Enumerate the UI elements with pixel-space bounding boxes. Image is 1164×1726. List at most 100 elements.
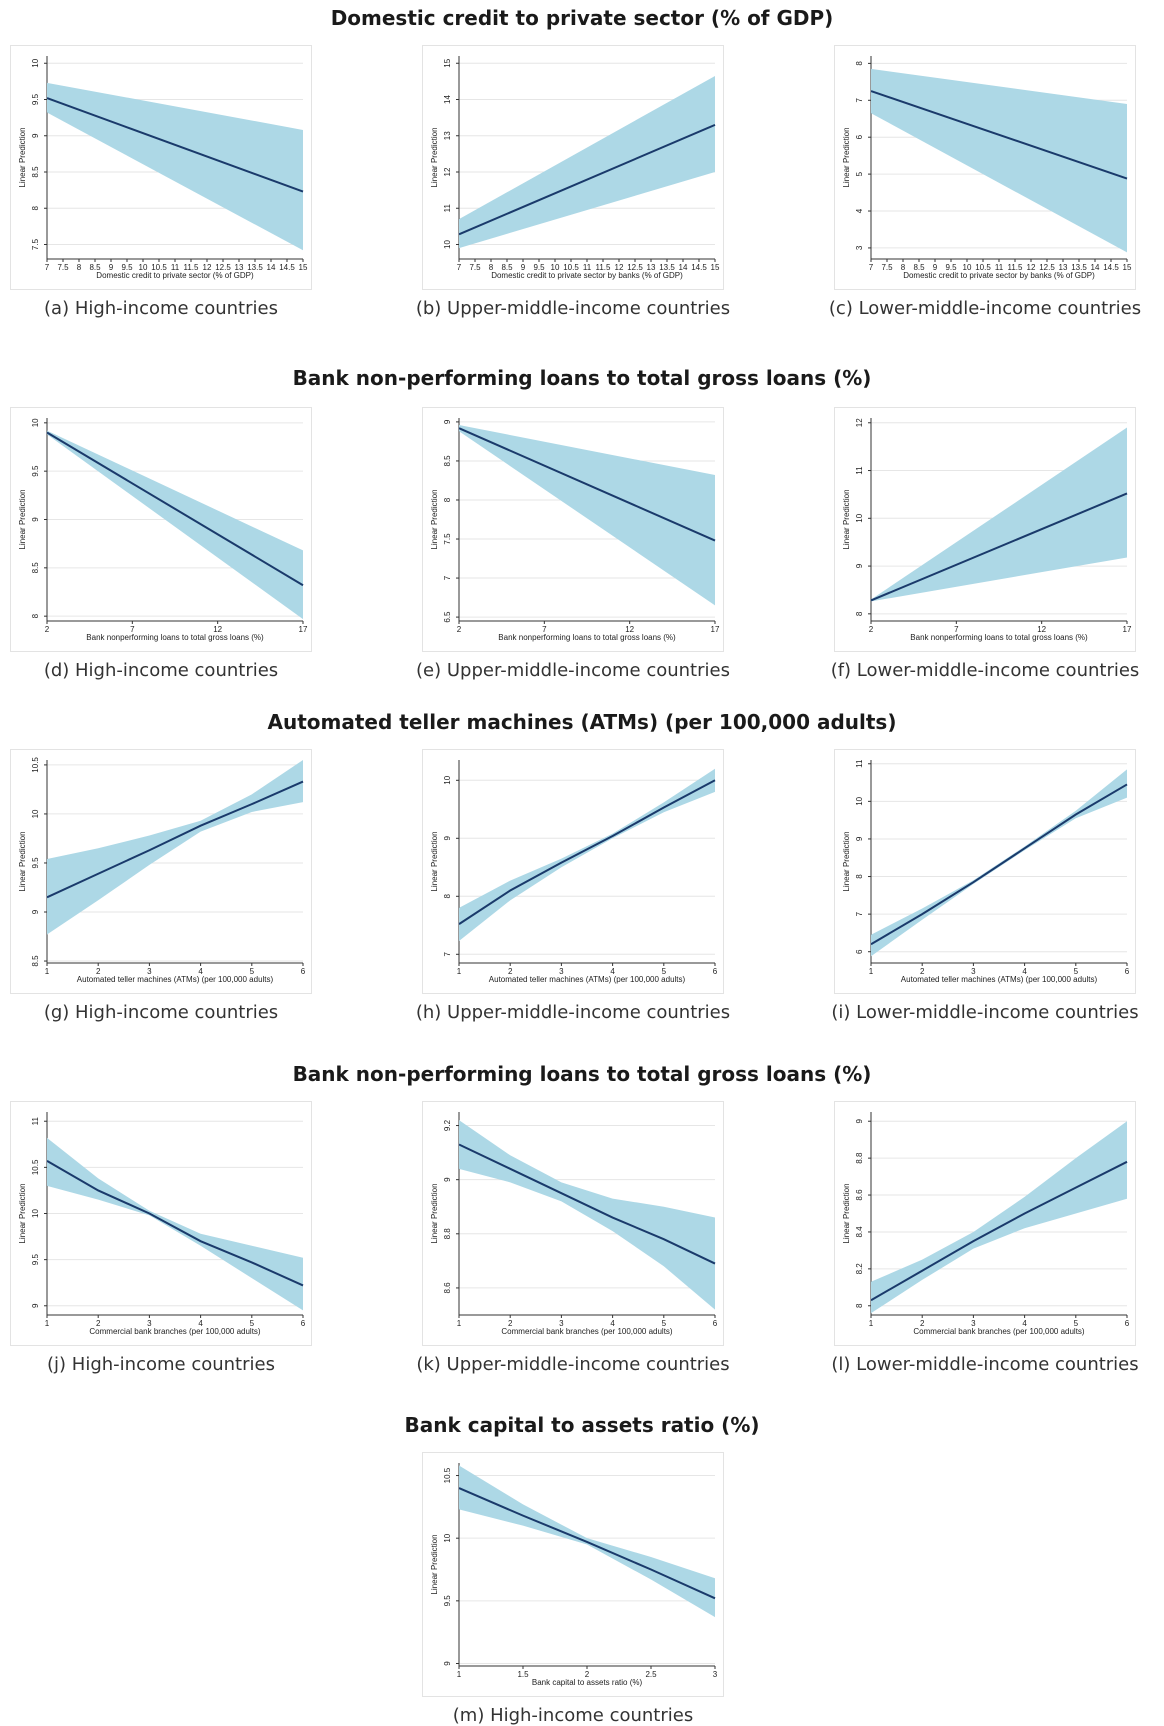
- x-tick-label: 12: [203, 263, 212, 272]
- x-tick-label: 10.5: [151, 263, 167, 272]
- x-tick-label: 15: [1123, 263, 1132, 272]
- x-tick-label: 14.5: [1103, 263, 1119, 272]
- x-tick-label: 13.5: [247, 263, 263, 272]
- x-tick-label: 8: [901, 263, 906, 272]
- x-tick-label: 4: [1022, 1319, 1027, 1328]
- y-tick-label: 6: [855, 134, 864, 139]
- y-tick-label: 6: [855, 949, 864, 954]
- x-axis-label: Domestic credit to private sector by ban…: [903, 271, 1095, 280]
- chart-panel-k: 8.6 8.8 9 9.2 1 2 3 4 5 6 Commercial bank branches…: [422, 1101, 724, 1346]
- x-tick-label: 11.5: [1008, 263, 1024, 272]
- y-tick-label: 9.5: [443, 1595, 452, 1607]
- prediction-line: [870, 492, 1128, 602]
- x-tick-label: 1: [869, 967, 874, 976]
- x-tick-label: 5: [250, 967, 255, 976]
- x-tick-label: 13.5: [659, 263, 675, 272]
- x-tick-label: 8: [489, 263, 494, 272]
- y-axis-label: Linear Prediction: [842, 489, 851, 549]
- x-tick-label: 14: [267, 263, 276, 272]
- x-tick-label: 17: [1123, 625, 1132, 634]
- chart-svg-f: 8 9 10 11 12 2 7 12 17 Bank nonperforming loans t…: [842, 418, 1132, 642]
- y-tick-label: 9: [855, 1118, 864, 1123]
- x-tick-label: 12.5: [627, 263, 643, 272]
- x-tick-label: 1: [457, 1670, 462, 1679]
- x-tick-label: 2: [508, 967, 513, 976]
- x-tick-label: 2: [920, 1319, 925, 1328]
- x-tick-label: 12.5: [1039, 263, 1055, 272]
- chart-caption-j: (j) High-income countries: [47, 1354, 275, 1375]
- chart-caption-l: (l) Lower-middle-income countries: [831, 1354, 1139, 1375]
- confidence-band: [459, 425, 715, 606]
- x-tick-label: 11: [171, 263, 180, 272]
- y-tick-label: 9: [31, 909, 40, 914]
- x-tick-label: 5: [1074, 967, 1079, 976]
- prediction-line: [458, 123, 716, 236]
- y-tick-label: 13: [443, 131, 452, 140]
- y-tick-label: 8: [855, 611, 864, 616]
- chart-caption-a: (a) High-income countries: [44, 298, 278, 319]
- x-tick-label: 10: [139, 263, 148, 272]
- x-tick-label: 11: [995, 263, 1004, 272]
- x-tick-label: 7.5: [881, 263, 893, 272]
- x-tick-label: 13: [1059, 263, 1068, 272]
- x-tick-label: 12: [213, 625, 222, 634]
- chart-caption-d: (d) High-income countries: [43, 660, 279, 681]
- x-axis-label: Domestic credit to private sector by ban…: [491, 271, 683, 280]
- y-axis-label: Linear Prediction: [430, 489, 439, 549]
- x-axis-label: Automated teller machines (ATMs) (per 10…: [901, 975, 1098, 984]
- x-tick-label: 11.5: [596, 263, 612, 272]
- prediction-line: [46, 431, 304, 587]
- x-axis-label: Domestic credit to private sector (% of …: [96, 271, 254, 280]
- prediction-line: [458, 427, 716, 542]
- y-tick-label: 8: [443, 894, 452, 899]
- chart-panel-e: 6.5 7 7.5 8 8.5 9 2 7 12 17 Bank nonperforming loa…: [422, 407, 724, 652]
- x-tick-label: 14: [1091, 263, 1100, 272]
- prediction-line: [46, 780, 304, 899]
- confidence-band: [871, 68, 1127, 253]
- x-axis-label: Commercial bank branches (per 100,000 ad…: [89, 1327, 261, 1336]
- x-axis-label: Bank capital to assets ratio (%): [532, 1678, 643, 1687]
- y-tick-label: 8.6: [443, 1282, 452, 1294]
- chart-panel-d: 8 8.5 9 9.5 10 2 7 12 17 Bank nonperforming loans…: [10, 407, 312, 652]
- y-tick-label: 9: [31, 133, 40, 138]
- x-tick-label: 17: [299, 625, 308, 634]
- x-tick-label: 14: [679, 263, 688, 272]
- x-tick-label: 11.5: [184, 263, 200, 272]
- x-tick-label: 3: [559, 967, 564, 976]
- y-tick-label: 8.5: [31, 166, 40, 178]
- x-tick-label: 8.5: [913, 263, 925, 272]
- x-tick-label: 9.5: [945, 263, 957, 272]
- chart-svg-k: 8.6 8.8 9 9.2 1 2 3 4 5 6 Commercial bank branches…: [430, 1112, 718, 1336]
- y-tick-label: 8: [31, 613, 40, 618]
- y-axis-label: Linear Prediction: [18, 127, 27, 187]
- y-tick-label: 8.5: [31, 955, 40, 967]
- x-tick-label: 6: [1125, 1319, 1130, 1328]
- y-tick-label: 9: [443, 1661, 452, 1666]
- y-tick-label: 7: [443, 952, 452, 957]
- chart-panel-c: 3 4 5 6 7 8 7 7.5 8 8.5 9 9.5 10 10.5 11 11.5 12 12.5 13 13…: [834, 45, 1136, 290]
- y-tick-label: 3: [855, 245, 864, 250]
- chart-panel-h: 7 8 9 10 1 2 3 4 5 6 Automated teller machines (AT…: [422, 749, 724, 994]
- x-tick-label: 12: [625, 625, 634, 634]
- chart-caption-m: (m) High-income countries: [452, 1705, 694, 1726]
- y-tick-label: 7: [855, 911, 864, 916]
- y-tick-label: 8.2: [855, 1263, 864, 1275]
- y-tick-label: 8: [855, 874, 864, 879]
- x-tick-label: 5: [1074, 1319, 1079, 1328]
- y-tick-label: 11: [443, 204, 452, 213]
- y-tick-label: 8: [855, 61, 864, 66]
- chart-panel-i: 6 7 8 9 10 11 1 2 3 4 5 6 Automated teller machines …: [834, 749, 1136, 994]
- x-tick-label: 10.5: [975, 263, 991, 272]
- y-tick-label: 11: [31, 1117, 40, 1126]
- x-tick-label: 10: [551, 263, 560, 272]
- x-tick-label: 17: [711, 625, 720, 634]
- prediction-line: [870, 783, 1128, 946]
- y-tick-label: 9: [31, 517, 40, 522]
- x-tick-label: 5: [662, 1319, 667, 1328]
- chart-caption-g: (g) High-income countries: [43, 1002, 279, 1023]
- x-tick-label: 2: [45, 625, 50, 634]
- confidence-band: [871, 769, 1127, 957]
